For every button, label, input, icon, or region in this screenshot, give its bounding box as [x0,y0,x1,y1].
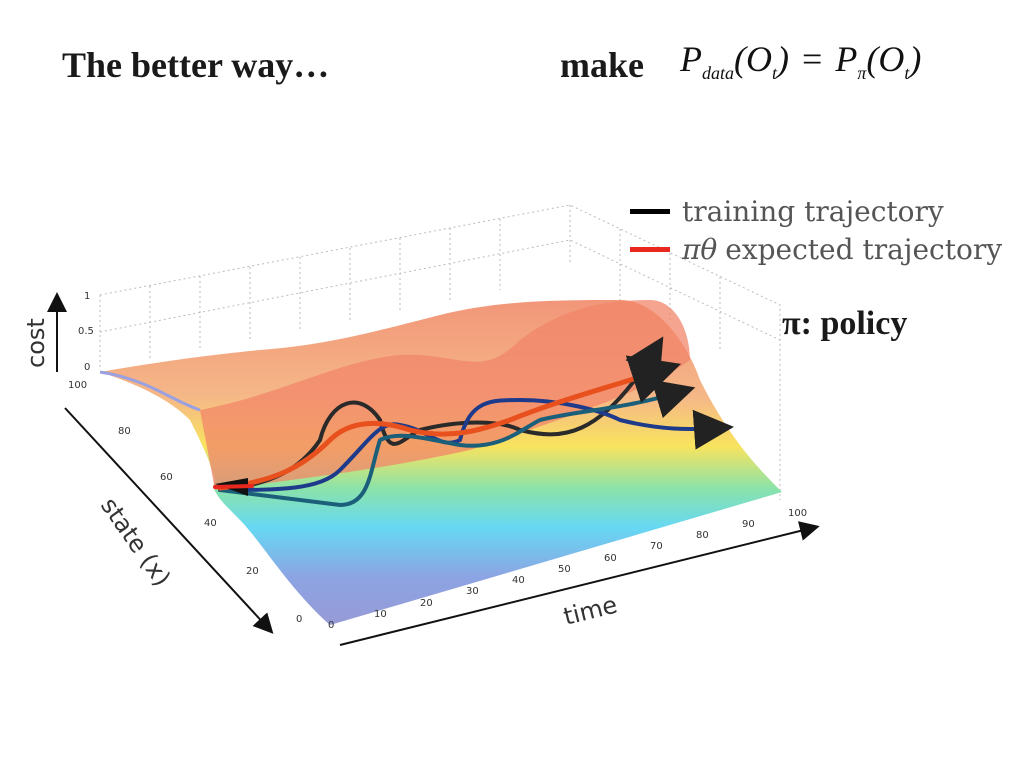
figure-legend: training trajectory πθ expected trajecto… [630,192,1002,268]
policy-note: π: policy [782,305,908,342]
cost-tick: 0.5 [78,326,94,337]
eq-lhs-arg-sub: t [772,63,778,84]
time-tick: 30 [466,586,479,597]
legend-item-training: training trajectory [630,192,1002,230]
eq-rhs-arg: (O [866,39,905,79]
cost-surface [99,300,782,625]
time-axis-arrow [339,521,820,646]
axis-lines [47,292,820,646]
cost-axis-label: cost [22,318,50,368]
eq-lhs-subscript: data [702,63,735,84]
eq-rhs-subscript: π [857,63,867,84]
eq-rhs-arg-sub: t [904,63,910,84]
trajectories [213,336,734,508]
training-trajectory-3 [218,379,696,508]
cost-ticks: 0 0.5 1 [78,291,94,373]
legend-swatch-black [630,208,670,214]
time-axis-label: time [561,591,620,631]
make-label: make [560,45,644,85]
state-axis-arrow [64,407,274,634]
state-tick: 100 [68,380,87,391]
state-tick: 60 [160,472,173,483]
eq-operator: = [802,39,823,79]
time-tick: 60 [604,553,617,564]
state-tick: 0 [296,614,302,625]
state-tick: 80 [118,426,131,437]
state-ticks: 0 20 40 60 80 100 [68,380,302,625]
time-tick: 80 [696,530,709,541]
training-trajectory-1 [218,336,664,492]
time-tick: 90 [742,519,755,530]
time-tick: 0 [328,620,334,631]
legend-label: training trajectory [682,194,944,228]
cost-tick: 1 [84,291,90,302]
time-tick: 40 [512,575,525,586]
legend-item-expected: πθ expected trajectory [630,230,1002,268]
eq-lhs-symbol: P [680,39,702,79]
time-tick: 10 [374,609,387,620]
time-tick: 50 [558,564,571,575]
eq-rhs-symbol: P [835,39,858,79]
time-tick: 20 [420,598,433,609]
training-trajectory-2 [218,397,734,492]
expected-trajectory [217,355,682,491]
grid-walls [99,204,781,500]
time-tick: 100 [788,508,807,519]
eq-rhs-close: ) [909,39,922,79]
cost-tick: 0 [84,362,90,373]
state-tick: 40 [204,518,217,529]
state-axis-label: state (x) [95,492,176,591]
equation: Pdata(Ot) = Pπ(Ot) [680,38,921,84]
time-tick: 70 [650,541,663,552]
state-tick: 20 [246,566,259,577]
legend-label: expected trajectory [725,232,1003,266]
eq-lhs-close: ) [777,39,790,79]
time-ticks: 0 10 20 30 40 50 60 70 80 90 100 [328,508,807,631]
eq-lhs-arg: (O [734,39,773,79]
legend-symbol: πθ [682,232,718,266]
slide-title: The better way… [62,45,330,85]
legend-swatch-red [630,246,670,252]
